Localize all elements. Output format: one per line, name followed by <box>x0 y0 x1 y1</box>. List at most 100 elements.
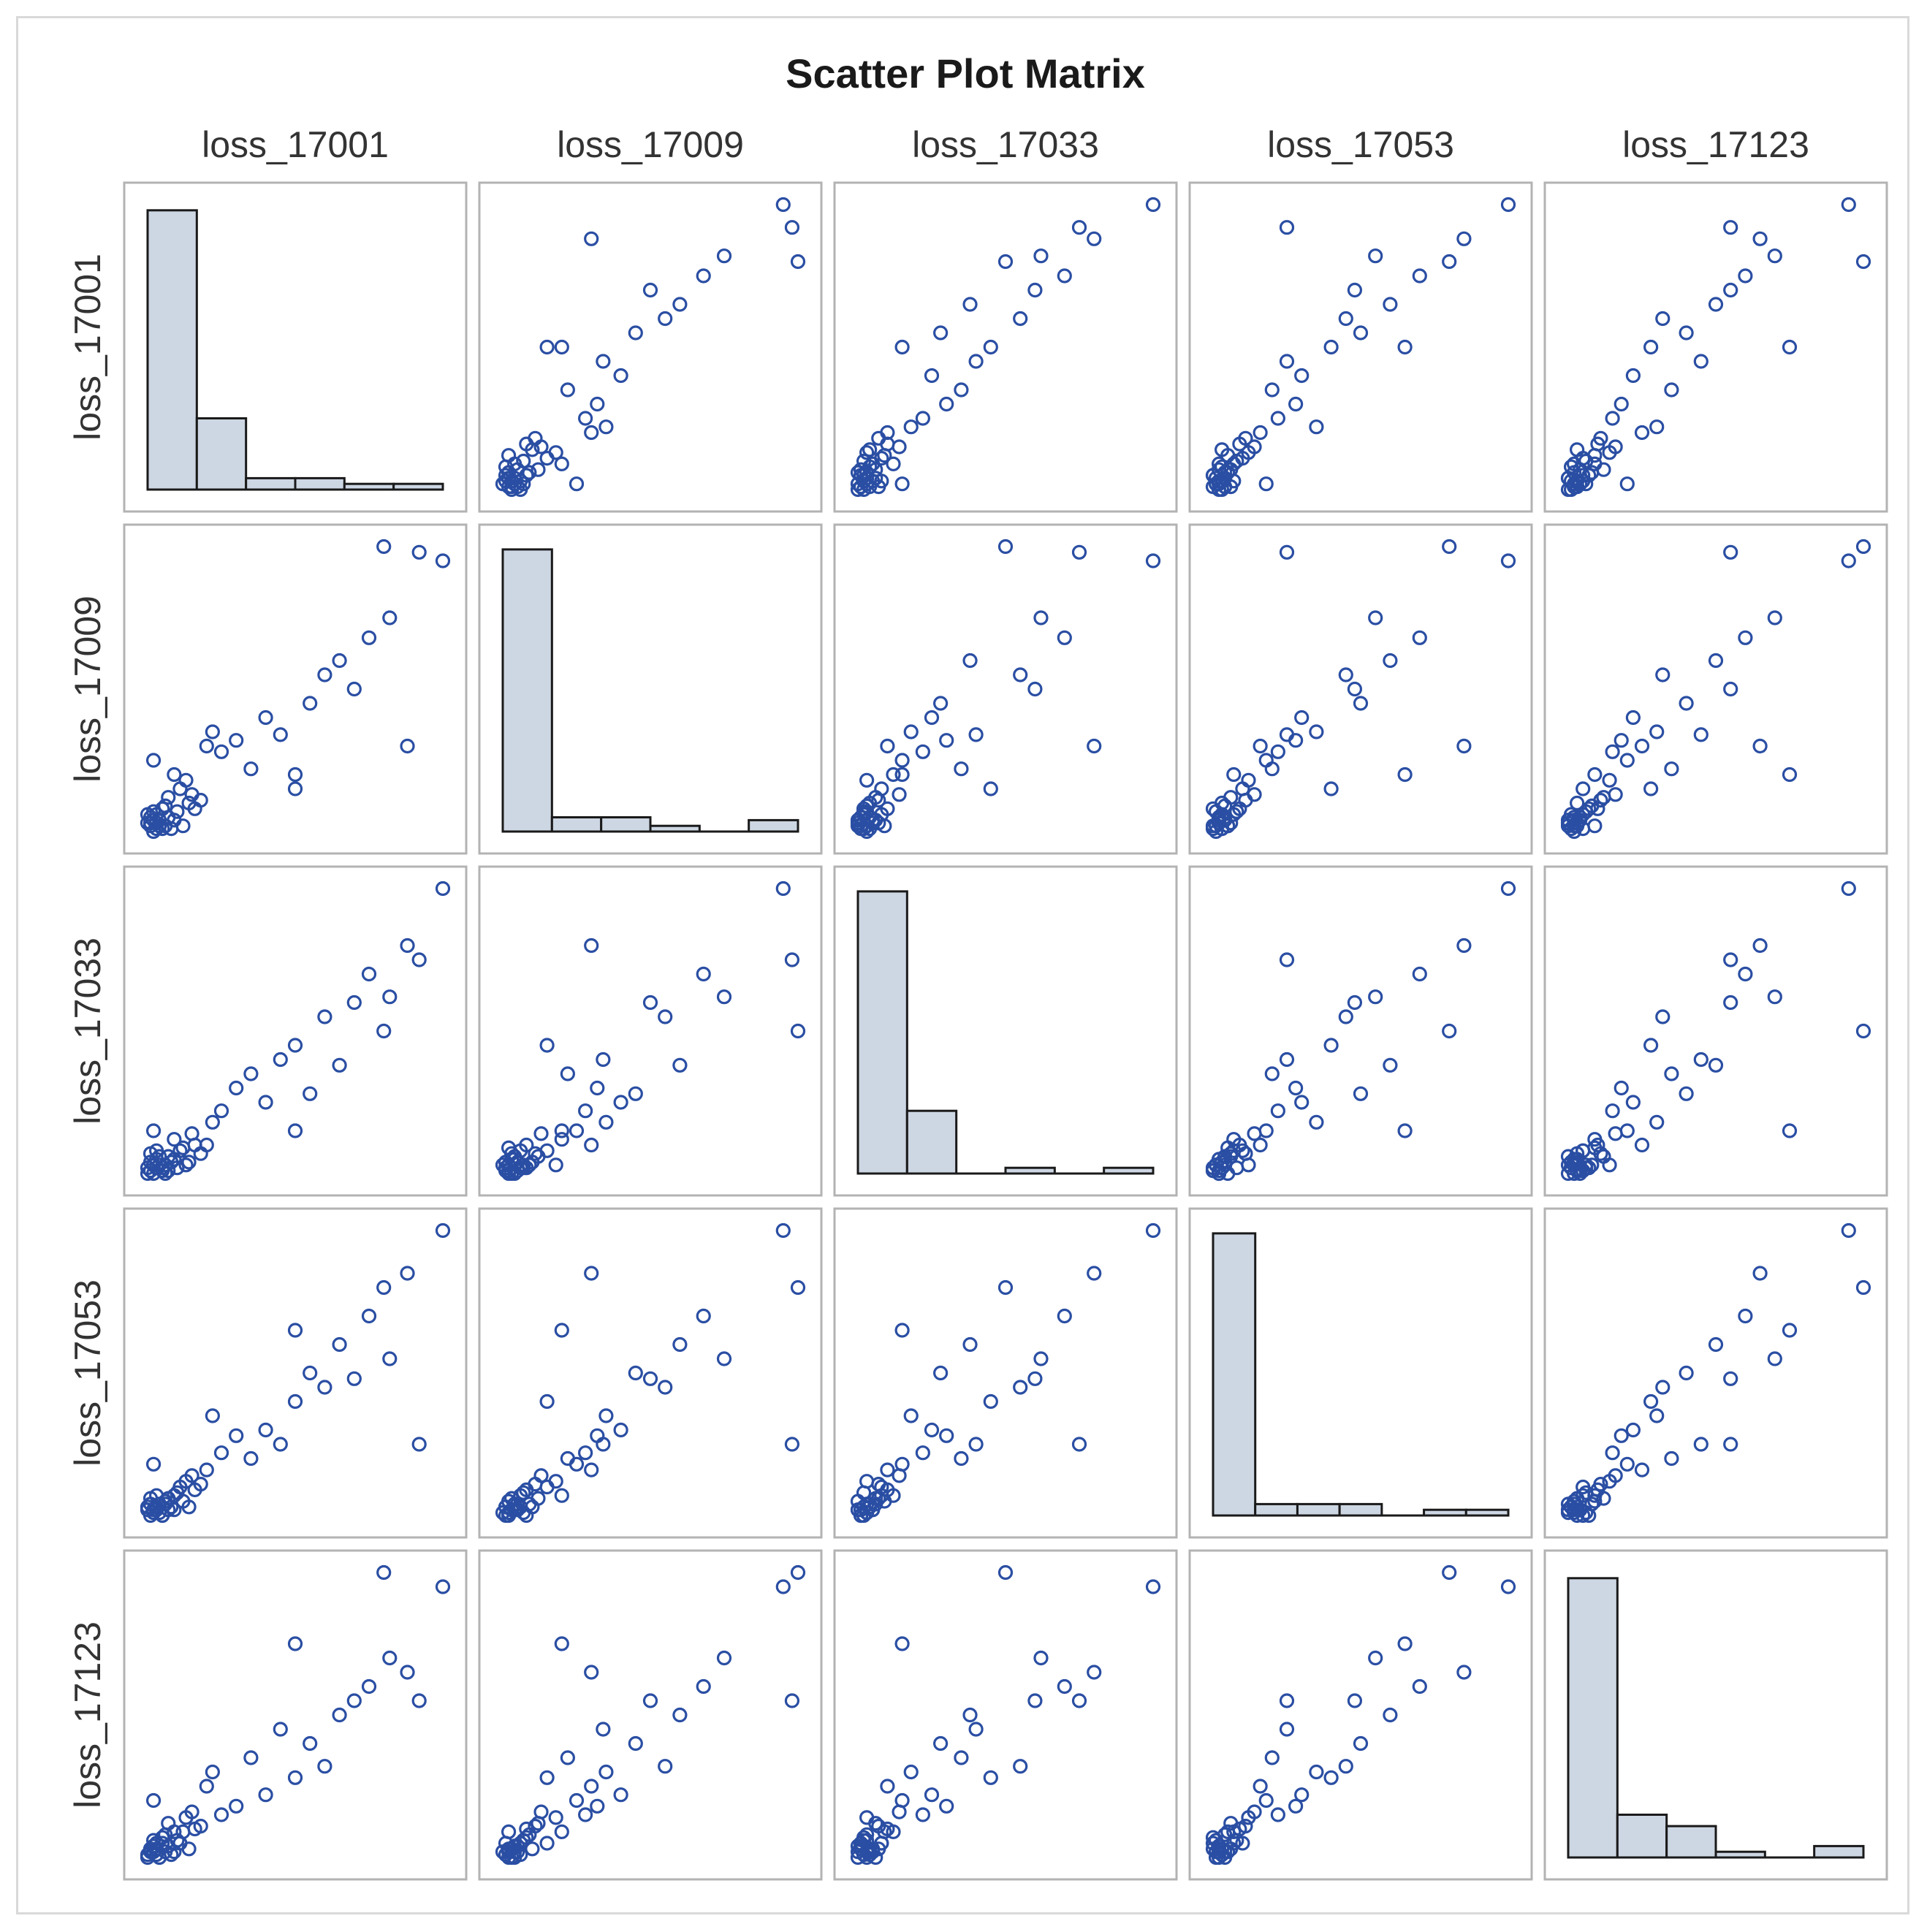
scatter-point <box>1625 1422 1641 1438</box>
scatter-point <box>1253 738 1268 754</box>
scatter-point <box>1664 761 1679 777</box>
scatter-point <box>939 396 954 412</box>
scatter-point <box>1442 1564 1457 1581</box>
scatter-point <box>1767 989 1782 1005</box>
scatter-point <box>1614 1428 1629 1443</box>
scatter-point <box>954 761 969 777</box>
scatter-point <box>894 753 910 768</box>
scatter-point <box>1279 544 1295 560</box>
scatter-point <box>590 1798 605 1814</box>
scatter-point <box>696 1308 711 1324</box>
histogram-bar <box>1212 1232 1257 1517</box>
scatter-point <box>1625 1095 1641 1110</box>
scatter-point <box>874 474 889 489</box>
scatter-point <box>539 1038 555 1053</box>
scatter-point <box>1619 476 1635 492</box>
scatter-point <box>1605 1445 1620 1461</box>
scatter-point <box>1619 1123 1635 1138</box>
scatter-point <box>361 630 377 645</box>
scatter-point <box>859 1810 875 1825</box>
scatter-point <box>672 1707 688 1723</box>
scatter-point <box>584 1665 599 1680</box>
scatter-point <box>865 1844 881 1860</box>
scatter-point <box>1500 553 1516 568</box>
scatter-point <box>376 539 392 555</box>
scatter-point <box>894 767 910 783</box>
cell-loss_17009-vs-loss_17053 <box>1188 523 1533 855</box>
scatter-point <box>880 1462 895 1477</box>
scatter-point <box>1347 282 1363 298</box>
scatter-point <box>548 1474 563 1489</box>
scatter-point <box>1767 610 1782 625</box>
scatter-point <box>1338 1009 1353 1024</box>
scatter-point <box>193 792 208 808</box>
histogram-bar <box>1296 1502 1341 1517</box>
scatter-point <box>983 339 998 355</box>
scatter-point <box>1353 325 1369 341</box>
scatter-point <box>273 1722 288 1737</box>
scatter-point <box>1279 354 1295 369</box>
scatter-point <box>871 792 886 808</box>
scatter-point <box>1270 1103 1285 1119</box>
cell-loss_17123-vs-loss_17009 <box>478 1549 823 1881</box>
scatter-point <box>962 297 978 312</box>
scatter-point <box>181 1499 197 1515</box>
scatter-point <box>1855 1023 1871 1039</box>
scatter-point <box>1456 231 1472 246</box>
cell-loss_17053-vs-loss_17001 <box>123 1207 468 1539</box>
scatter-point <box>287 1393 303 1410</box>
scatter-point <box>1258 1123 1274 1138</box>
scatter-point <box>1587 1132 1603 1147</box>
scatter-point <box>1614 396 1629 412</box>
scatter-point <box>435 881 451 897</box>
scatter-point <box>1145 197 1161 213</box>
scatter-point <box>997 1564 1014 1581</box>
scatter-point <box>1608 1468 1623 1483</box>
cell-border <box>123 1549 468 1881</box>
scatter-point <box>642 994 658 1011</box>
scatter-point <box>213 744 229 759</box>
scatter-point <box>598 1764 614 1780</box>
scatter-point <box>1587 767 1603 783</box>
scatter-point <box>924 710 940 726</box>
scatter-point <box>1752 231 1768 246</box>
scatter-point <box>184 1126 199 1141</box>
scatter-point <box>775 1579 791 1594</box>
histogram-bar <box>1254 1502 1299 1517</box>
scatter-point <box>181 1155 197 1170</box>
scatter-point <box>1643 1393 1659 1410</box>
row-label-loss_17053: loss_17053 <box>67 1279 108 1467</box>
scatter-point <box>1288 1798 1304 1814</box>
scatter-point <box>229 733 244 748</box>
scatter-point <box>1238 1819 1253 1834</box>
scatter-point <box>199 1462 214 1477</box>
scatter-point <box>199 1779 214 1794</box>
scatter-point <box>1294 368 1310 384</box>
scatter-point <box>1587 818 1603 834</box>
scatter-point <box>1033 1351 1049 1366</box>
cell-loss_17001-vs-loss_17009 <box>478 181 823 513</box>
scatter-point <box>145 1123 161 1138</box>
scatter-point <box>533 1804 549 1819</box>
scatter-point <box>1057 1678 1072 1695</box>
scatter-point <box>894 339 910 355</box>
scatter-point <box>1855 254 1871 270</box>
cell-loss_17033-vs-loss_17009 <box>478 865 823 1197</box>
scatter-point <box>435 1222 451 1239</box>
scatter-point <box>1576 450 1591 466</box>
scatter-point <box>1500 881 1516 897</box>
scatter-point <box>856 453 872 469</box>
scatter-point <box>1270 1807 1285 1822</box>
scatter-point <box>1258 1792 1274 1809</box>
scatter-point <box>167 1488 182 1503</box>
scatter-point <box>569 1123 585 1138</box>
scatter-point <box>1353 696 1369 711</box>
scatter-point <box>411 544 427 560</box>
scatter-point <box>1211 1844 1227 1860</box>
scatter-point <box>1279 952 1295 967</box>
histogram-bar <box>1616 1814 1668 1859</box>
scatter-point <box>554 1636 569 1651</box>
scatter-point <box>1211 456 1227 472</box>
scatter-point <box>1013 1380 1028 1395</box>
scatter-point <box>1708 297 1724 312</box>
